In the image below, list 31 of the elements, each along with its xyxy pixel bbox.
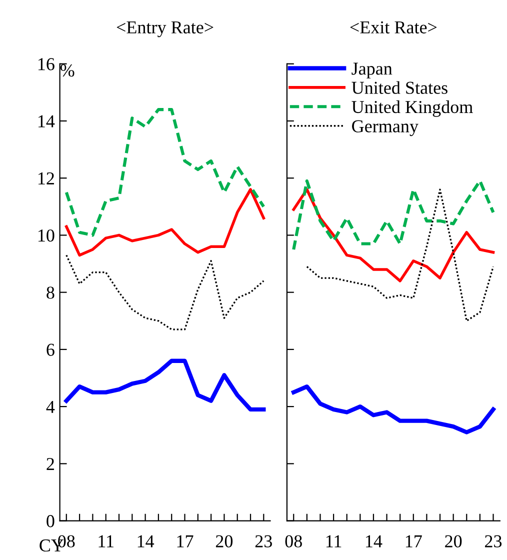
x-tick-label: 11 [326,535,342,548]
legend-label: United Kingdom [352,100,473,117]
legend-label: Japan [352,62,392,78]
x-tick-label: 23 [255,535,272,548]
line-series [64,358,266,412]
x-tick-label: 20 [445,535,462,548]
y-tick-label: 6 [46,344,54,356]
x-tick-label: 11 [98,535,114,548]
line-series [64,108,266,237]
legend-label: Germany [352,120,418,136]
x-tick-label: 17 [406,535,422,548]
y-tick-label: 2 [46,458,54,470]
chart-title: <Exit Rate> [350,21,437,34]
y-tick-label: 12 [38,172,54,184]
x-tick-label: 23 [485,535,502,548]
legend-label: United States [352,81,448,94]
x-tick-label: 20 [216,535,233,548]
x-tick-label: 08 [285,535,302,548]
x-tick-label: 14 [138,535,154,548]
line-series [65,188,266,257]
annotation: % [60,64,74,77]
y-tick-label: 14 [38,115,55,128]
y-tick-label: 4 [46,400,55,413]
y-tick-label: 10 [38,229,54,242]
x-tick-label: 17 [177,535,194,548]
x-tick-label: 14 [366,535,382,548]
y-tick-label: 16 [38,58,54,70]
line-series [66,254,264,330]
y-tick-label: 0 [46,515,54,528]
y-tick-label: 8 [46,286,54,299]
chart-title: <Entry Rate> [116,21,214,38]
